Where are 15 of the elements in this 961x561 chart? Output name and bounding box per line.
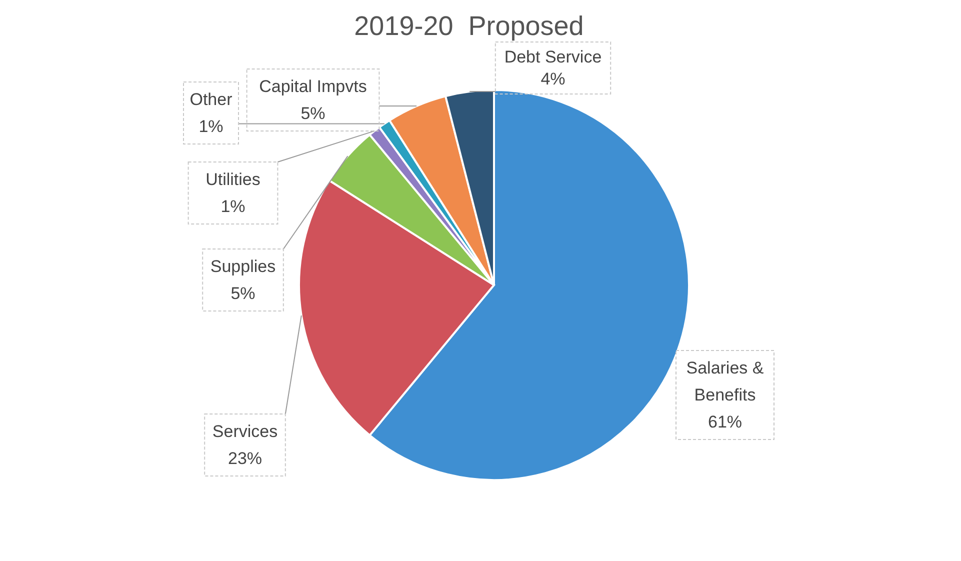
slice-label: Supplies — [210, 257, 276, 276]
slice-label: Other — [190, 90, 233, 109]
data-label: 5% — [230, 284, 256, 303]
data-label: 61% — [708, 412, 742, 432]
slice-label: Utilities — [206, 170, 260, 189]
data-label: 5% — [300, 104, 326, 123]
slice-label: Debt Service — [504, 48, 602, 66]
data-label: 23% — [228, 449, 262, 468]
slice-label: Services — [212, 422, 278, 441]
data-label: 1% — [220, 197, 246, 216]
data-label: 1% — [198, 117, 224, 136]
slice-label: Salaries & Benefits — [686, 358, 764, 404]
slice-label: Capital Impvts — [259, 77, 367, 96]
data-label: 4% — [540, 70, 566, 88]
chart-title: 2019-20 Proposed — [354, 11, 584, 41]
